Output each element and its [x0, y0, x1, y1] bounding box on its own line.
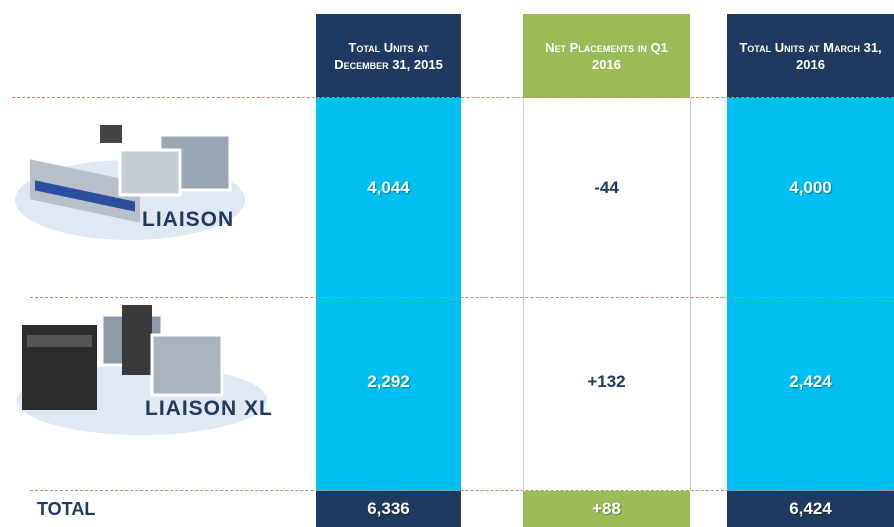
product-logo: LIAISON XL [145, 397, 273, 421]
cell-value: 2,424 [727, 364, 894, 400]
cell-value: 2,292 [316, 364, 461, 400]
column-header: Total Units at December 31, 2015 [316, 14, 461, 98]
column-header: Net Placements in Q1 2016 [523, 14, 690, 98]
column-band [727, 98, 894, 491]
cell-value: -44 [523, 170, 690, 206]
product-logo: LIAISON [142, 208, 234, 232]
row-divider [12, 97, 894, 98]
cell-value: 4,044 [316, 170, 461, 206]
column-header: Total Units at March 31, 2016 [727, 14, 894, 98]
cell-value: +132 [523, 364, 690, 400]
total-value: +88 [523, 491, 690, 527]
total-value: 6,424 [727, 491, 894, 527]
total-value: 6,336 [316, 491, 461, 527]
total-label: TOTAL [37, 499, 95, 520]
column-band [316, 98, 461, 491]
column-band [523, 98, 691, 490]
cell-value: 4,000 [727, 170, 894, 206]
slide: Total Units at December 31, 2015 Net Pla… [0, 0, 894, 527]
row-divider [30, 297, 894, 298]
